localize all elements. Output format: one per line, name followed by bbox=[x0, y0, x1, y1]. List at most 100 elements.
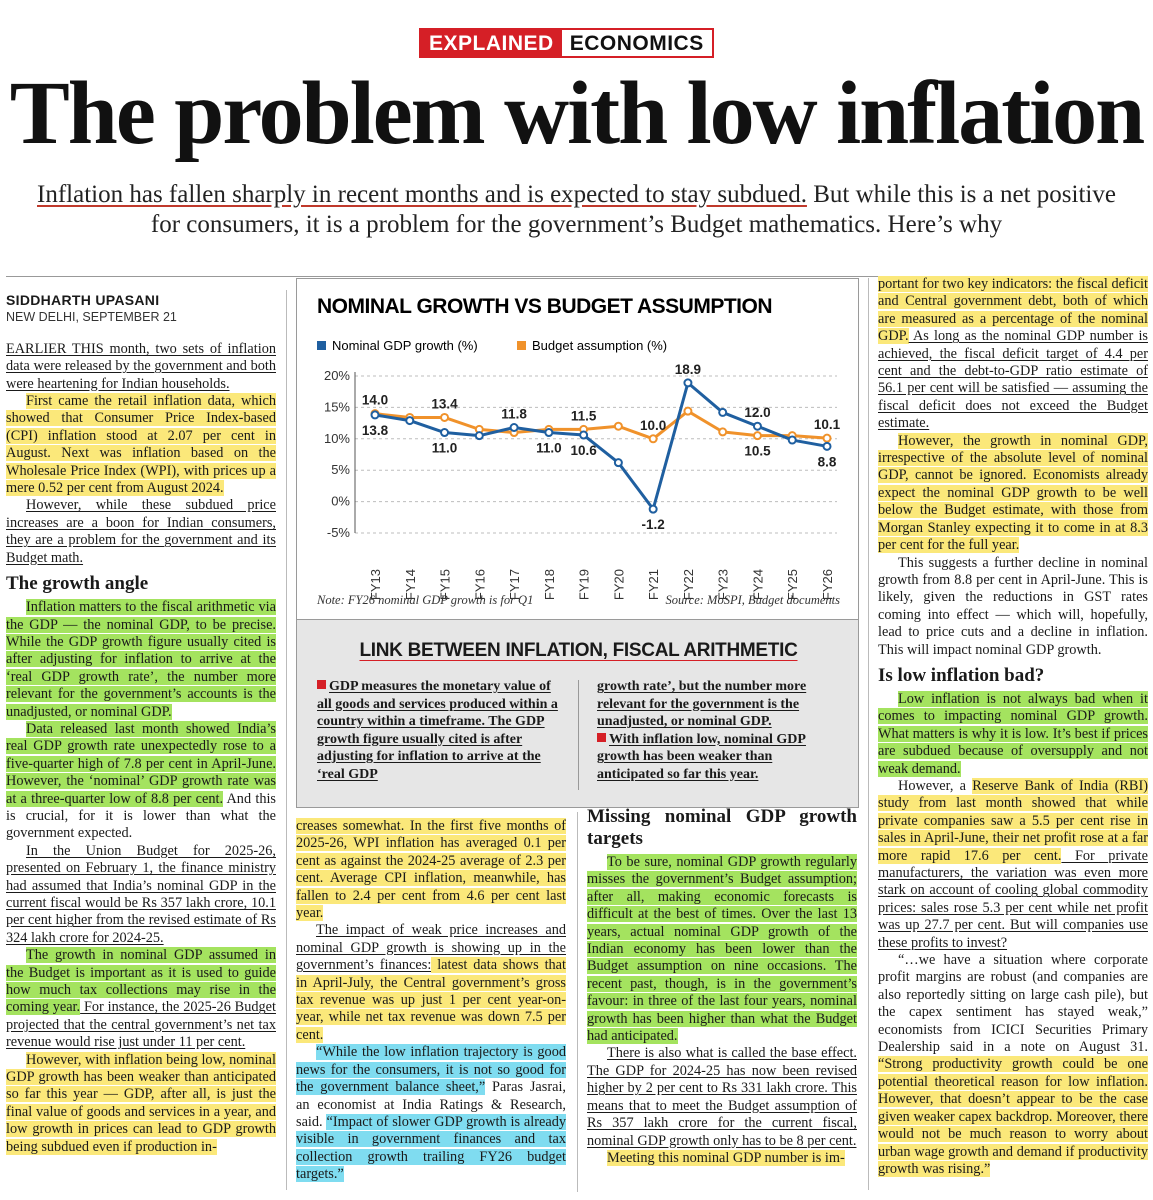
x-tick-label: FY26 bbox=[820, 569, 835, 600]
y-tick-label: 0% bbox=[331, 494, 350, 509]
col4-p5: However, a Reserve Bank of India (RBI) s… bbox=[878, 777, 1148, 951]
series-point-1 bbox=[718, 407, 728, 417]
series-point-2 bbox=[613, 421, 623, 431]
chart-note: Note: FY26 nominal GDP growth is for Q1 bbox=[316, 593, 533, 607]
col1-p2: First came the retail inflation data, wh… bbox=[6, 393, 276, 497]
chart-source: Source: MoSPI, Budget documents bbox=[666, 593, 841, 607]
deck: Inflation has fallen sharply in recent m… bbox=[30, 180, 1123, 240]
series-point-1 bbox=[474, 431, 484, 441]
deck-part2: But while this is a net positive for con… bbox=[150, 181, 1116, 238]
chart-x-ticks: FY13 FY14 FY15 FY16 FY17 FY18 FY19 FY20 FY21 FY22… bbox=[368, 569, 835, 600]
col4-p6: “…we have a situation where corporate pr… bbox=[878, 952, 1148, 1177]
col1-p8: However, with inflation being low, nomin… bbox=[6, 1051, 276, 1155]
series-point-1 bbox=[440, 428, 450, 438]
x-tick-label: FY14 bbox=[403, 569, 418, 600]
series-point-2 bbox=[822, 433, 832, 443]
info-box-col2: growth rate’, but the number more releva… bbox=[597, 679, 807, 782]
column-divider-2 bbox=[577, 812, 578, 1192]
series-point-2 bbox=[752, 431, 762, 441]
series-point-1 bbox=[370, 410, 380, 420]
series-point-1 bbox=[579, 430, 589, 440]
legend-label-2: Budget assumption (%) bbox=[532, 338, 667, 353]
headline: The problem with low inflation bbox=[9, 64, 1145, 163]
x-tick-label: FY21 bbox=[646, 569, 661, 600]
col3-p2: There is also what is called the base ef… bbox=[587, 1045, 857, 1149]
bullet-square-icon bbox=[597, 732, 606, 742]
y-tick-label: 5% bbox=[331, 462, 350, 477]
legend-label-1: Nominal GDP growth (%) bbox=[332, 338, 478, 353]
column-divider-3 bbox=[868, 278, 869, 1190]
chart-box: NOMINAL GROWTH VS BUDGET ASSUMPTION Nomi… bbox=[296, 278, 859, 620]
series-point-2 bbox=[440, 412, 450, 422]
col1-p7: The growth in nominal GDP assumed in the… bbox=[6, 947, 276, 1051]
byline-dateline: NEW DELHI, SEPTEMBER 21 bbox=[6, 310, 177, 325]
col1-subhead: The growth angle bbox=[6, 573, 149, 595]
col1-p6: In the Union Budget for 2025-26, present… bbox=[6, 842, 276, 946]
y-tick-label: -5% bbox=[327, 525, 351, 540]
col1-p5: Data released last month showed India’s … bbox=[6, 720, 276, 842]
col3-p3: Meeting this nominal GDP number is im- bbox=[607, 1149, 845, 1166]
byline-author: SIDDHARTH UPASANI bbox=[6, 292, 160, 308]
info-box-col1: GDP measures the monetary value of all g… bbox=[317, 679, 558, 782]
col1-p4: Inflation matters to the fiscal arithmet… bbox=[6, 599, 276, 720]
chart-y-ticks: 20% 15% 10% 5% 0% -5% bbox=[324, 368, 350, 540]
data-label: 11.0 bbox=[432, 441, 458, 456]
x-tick-label: FY15 bbox=[438, 569, 453, 600]
series-point-1 bbox=[822, 441, 832, 451]
col4-p3: This suggests a further decline in nomin… bbox=[878, 554, 1148, 658]
series-point-1 bbox=[544, 428, 554, 438]
col1-p1: EARLIER THIS month, two sets of inflatio… bbox=[6, 340, 276, 392]
series-point-1 bbox=[648, 504, 658, 514]
x-tick-label: FY19 bbox=[577, 569, 592, 600]
legend-swatch-2 bbox=[517, 341, 526, 350]
column-1: SIDDHARTH UPASANI NEW DELHI, SEPTEMBER 2… bbox=[6, 292, 276, 1156]
x-tick-label: FY16 bbox=[472, 569, 487, 600]
chart-grid bbox=[354, 372, 837, 534]
x-tick-label: FY17 bbox=[507, 569, 522, 600]
x-tick-label: FY20 bbox=[611, 569, 626, 600]
bullet-square-icon bbox=[317, 680, 326, 689]
column-2: creases somewhat. In the first five mont… bbox=[296, 818, 567, 1184]
col4-subhead: Is low inflation bad? bbox=[878, 664, 1045, 686]
series-point-1 bbox=[752, 421, 762, 431]
series-point-1 bbox=[405, 416, 415, 426]
data-label: 18.9 bbox=[675, 362, 701, 377]
y-tick-label: 10% bbox=[324, 431, 350, 446]
data-label: 11.8 bbox=[501, 406, 527, 421]
data-label: 11.0 bbox=[536, 441, 562, 456]
x-tick-label: FY23 bbox=[716, 569, 731, 600]
data-label: 12.0 bbox=[744, 405, 770, 420]
y-tick-label: 15% bbox=[324, 399, 350, 414]
info-box: LINK BETWEEN INFLATION, FISCAL ARITHMETI… bbox=[296, 620, 859, 808]
series-point-1 bbox=[787, 435, 797, 445]
series-line-2 bbox=[374, 409, 828, 441]
chart-title: NOMINAL GROWTH VS BUDGET ASSUMPTION bbox=[317, 295, 772, 318]
series-point-2 bbox=[718, 427, 728, 437]
data-label: 11.5 bbox=[571, 408, 597, 423]
column-3: Missing nominal GDP growth targets To be… bbox=[587, 806, 857, 1167]
series-point-1 bbox=[509, 422, 519, 432]
series-point-2 bbox=[683, 406, 693, 416]
data-label: 14.0 bbox=[362, 393, 388, 408]
chart-legend: Nominal GDP growth (%) Budget assumption … bbox=[317, 338, 667, 353]
info-box-title: LINK BETWEEN INFLATION, FISCAL ARITHMETI… bbox=[359, 640, 798, 661]
col2-p3: “While the low inflation trajectory is g… bbox=[296, 1044, 566, 1183]
data-label: 10.0 bbox=[640, 418, 666, 433]
series-point-2 bbox=[648, 434, 658, 444]
x-tick-label: FY24 bbox=[750, 569, 765, 600]
deck-part1: Inflation has fallen sharply in recent m… bbox=[37, 181, 807, 208]
col4-p2: However, the growth in nominal GDP, irre… bbox=[878, 432, 1148, 554]
col4-p4: Low inflation is not always bad when it … bbox=[878, 690, 1148, 777]
series-line-1 bbox=[374, 381, 828, 511]
series-point-1 bbox=[683, 378, 693, 388]
y-tick-label: 20% bbox=[324, 368, 350, 383]
kicker-explained: EXPLAINED bbox=[421, 30, 562, 56]
data-label: 10.5 bbox=[744, 444, 771, 459]
col3-subhead: Missing nominal GDP growth targets bbox=[587, 806, 857, 849]
kicker-economics: ECONOMICS bbox=[561, 30, 712, 56]
col4-p1: portant for two key indicators: the fisc… bbox=[878, 276, 1148, 432]
section-kicker: EXPLAINED ECONOMICS bbox=[419, 28, 714, 58]
col1-p3: However, while these subdued price incre… bbox=[6, 497, 276, 566]
column-divider-1 bbox=[286, 290, 287, 1190]
col2-p1: creases somewhat. In the first five mont… bbox=[296, 818, 566, 922]
